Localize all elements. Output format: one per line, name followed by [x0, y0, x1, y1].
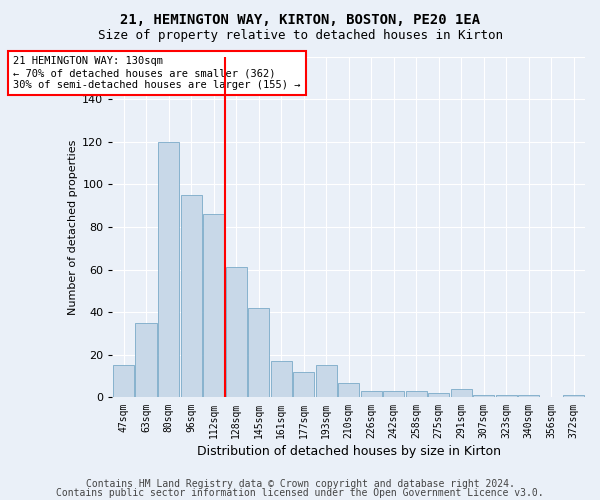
- Text: 21 HEMINGTON WAY: 130sqm
← 70% of detached houses are smaller (362)
30% of semi-: 21 HEMINGTON WAY: 130sqm ← 70% of detach…: [13, 56, 301, 90]
- Bar: [473, 396, 494, 398]
- Bar: [248, 308, 269, 398]
- Bar: [563, 396, 584, 398]
- Bar: [496, 396, 517, 398]
- Bar: [406, 391, 427, 398]
- Text: Size of property relative to detached houses in Kirton: Size of property relative to detached ho…: [97, 29, 503, 42]
- Bar: [203, 214, 224, 398]
- Bar: [136, 323, 157, 398]
- Bar: [451, 389, 472, 398]
- Bar: [361, 391, 382, 398]
- Bar: [271, 361, 292, 398]
- Bar: [226, 268, 247, 398]
- Bar: [383, 391, 404, 398]
- Bar: [181, 195, 202, 398]
- Bar: [158, 142, 179, 398]
- Bar: [428, 393, 449, 398]
- X-axis label: Distribution of detached houses by size in Kirton: Distribution of detached houses by size …: [197, 444, 501, 458]
- Bar: [518, 396, 539, 398]
- Bar: [113, 366, 134, 398]
- Y-axis label: Number of detached properties: Number of detached properties: [68, 140, 78, 314]
- Bar: [338, 382, 359, 398]
- Bar: [293, 372, 314, 398]
- Text: Contains public sector information licensed under the Open Government Licence v3: Contains public sector information licen…: [56, 488, 544, 498]
- Text: 21, HEMINGTON WAY, KIRTON, BOSTON, PE20 1EA: 21, HEMINGTON WAY, KIRTON, BOSTON, PE20 …: [120, 12, 480, 26]
- Text: Contains HM Land Registry data © Crown copyright and database right 2024.: Contains HM Land Registry data © Crown c…: [86, 479, 514, 489]
- Bar: [316, 366, 337, 398]
